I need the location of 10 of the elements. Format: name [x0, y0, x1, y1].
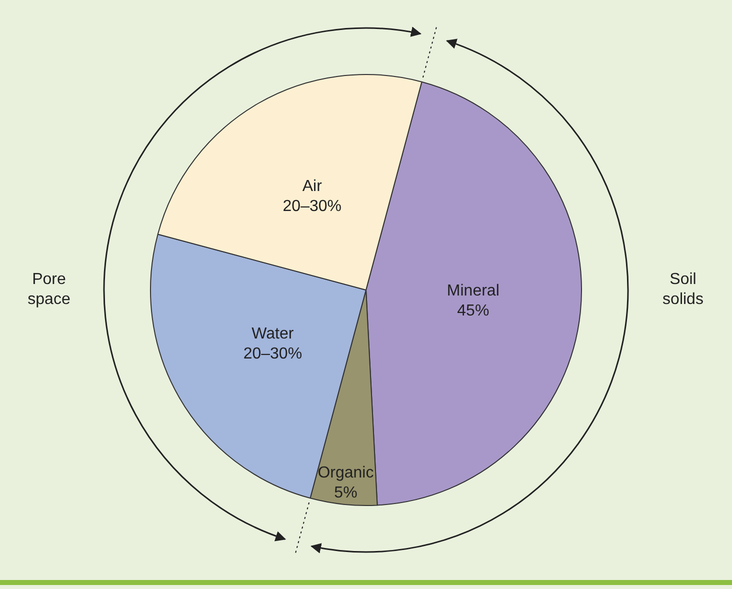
slice-label: Mineral — [446, 282, 500, 300]
slice-label: Organic — [318, 464, 374, 482]
data-label: 5% — [334, 484, 358, 502]
text: 20–30% — [282, 198, 342, 216]
slice-label: Air — [302, 178, 323, 196]
data-label: 45% — [457, 302, 490, 320]
text: Pore space — [26, 270, 72, 310]
slice-label: Water — [252, 325, 294, 342]
text: 20–30% — [243, 345, 302, 362]
text: Soil solids — [662, 270, 704, 310]
